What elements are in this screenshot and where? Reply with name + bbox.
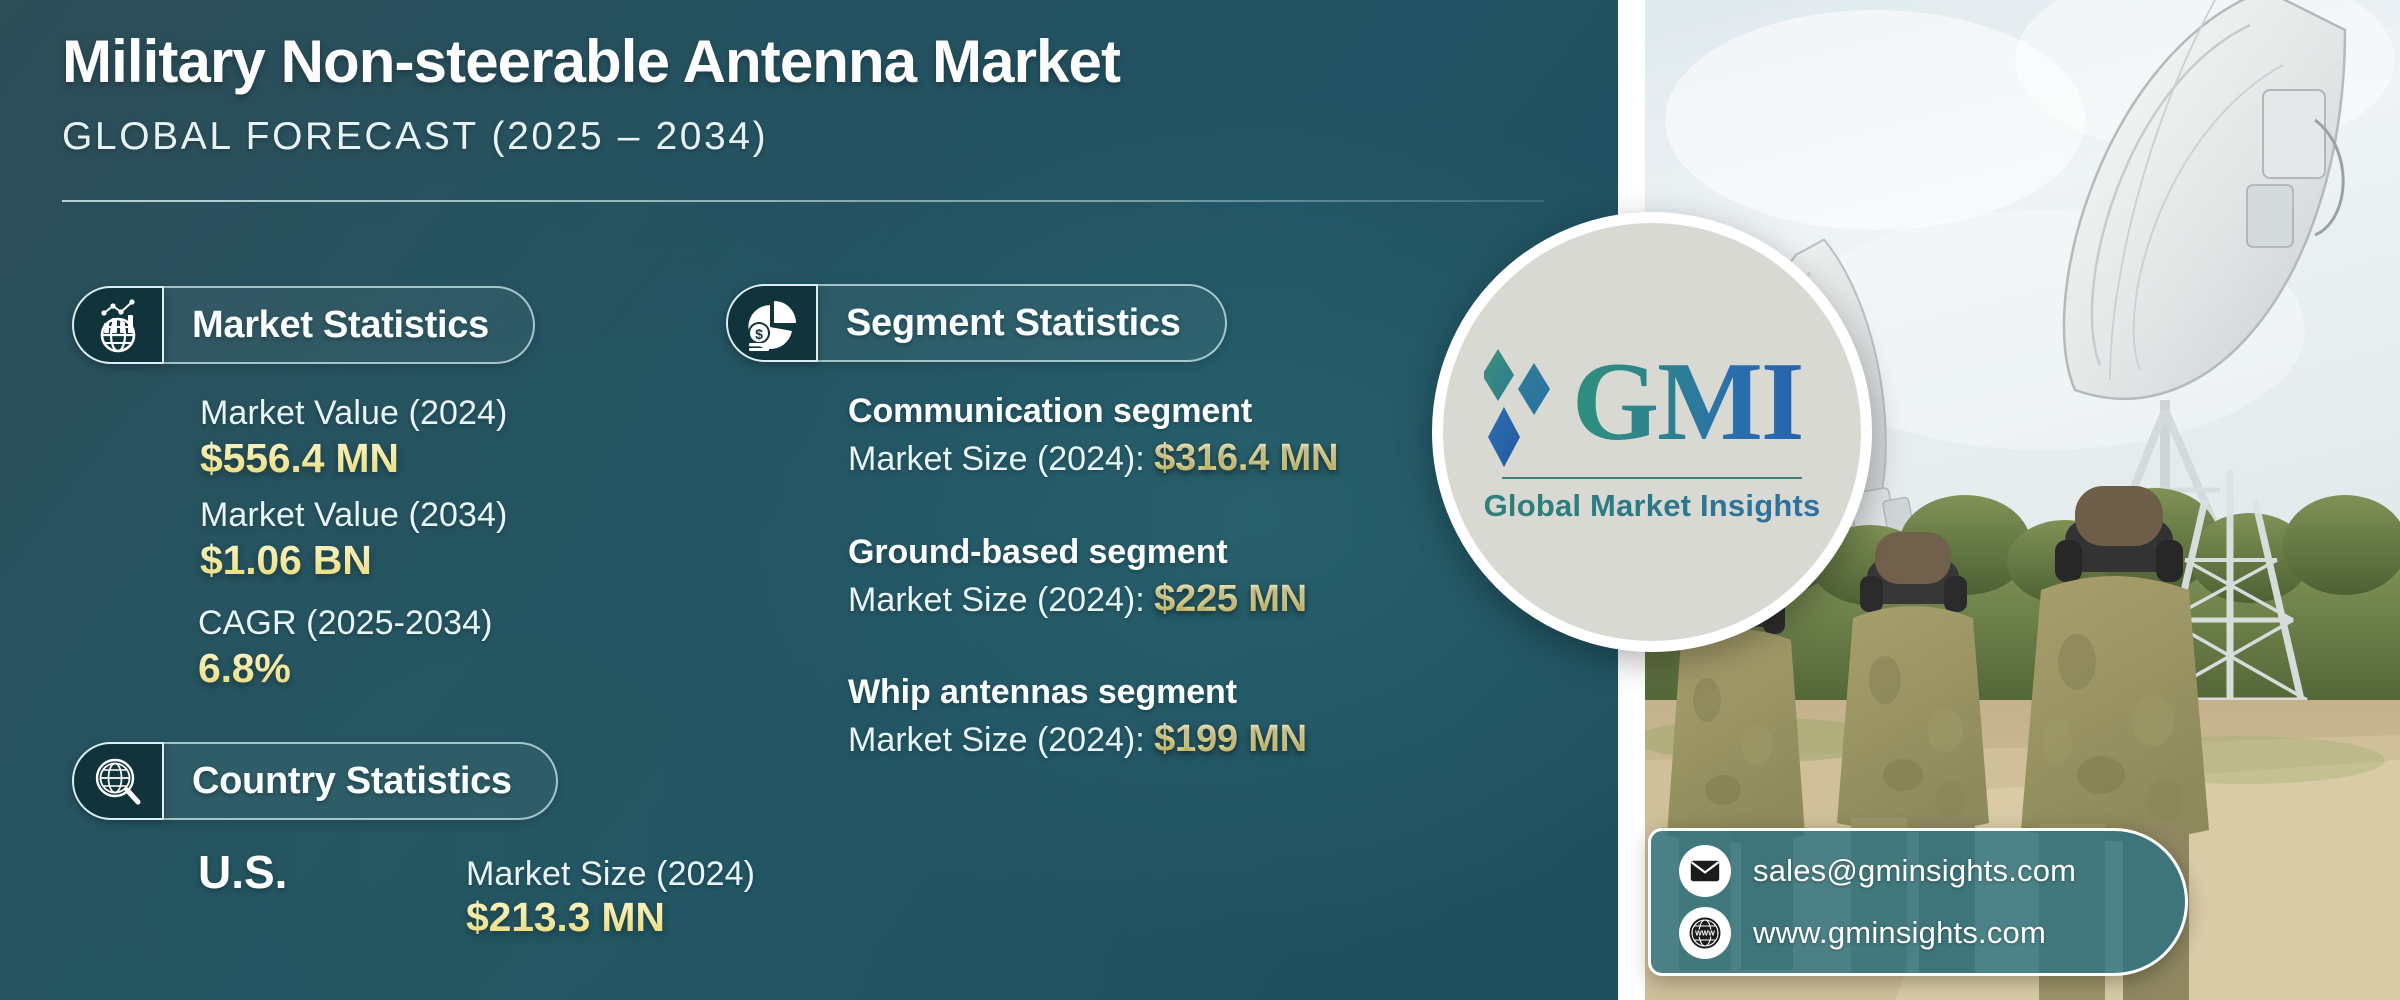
contact-website-text: www.gminsights.com <box>1753 915 2047 950</box>
segment-metric-label: Market Size (2024): <box>848 581 1155 619</box>
gmi-logo-tagline: Global Market Insights <box>1483 487 1821 523</box>
www-globe-icon: WWW <box>1679 907 1731 959</box>
segment-metric-value: $316.4 MN <box>1154 437 1339 479</box>
cagr-group: CAGR (2025-2034) 6.8% <box>198 604 493 692</box>
svg-text:WWW: WWW <box>1695 931 1715 938</box>
country-market-size-label: Market Size (2024) <box>466 855 756 893</box>
segment-name: Ground-based segment <box>848 533 1228 571</box>
market-value-2034-label: Market Value (2034) <box>200 496 508 534</box>
segment-item-whip-antennas: Whip antennas segment Market Size (2024)… <box>848 673 1307 761</box>
market-statistics-pill: Market Statistics <box>162 286 535 364</box>
page-title: Military Non-steerable Antenna Market <box>62 28 1121 95</box>
country-statistics-label: Country Statistics <box>192 759 512 802</box>
market-statistics-badge[interactable]: Market Statistics <box>72 286 535 364</box>
segment-item-ground-based: Ground-based segment Market Size (2024):… <box>848 533 1307 621</box>
cagr-label: CAGR (2025-2034) <box>198 604 493 642</box>
svg-text:$: $ <box>755 326 763 342</box>
contact-email-text: sales@gminsights.com <box>1753 853 2077 888</box>
segment-statistics-pill: Segment Statistics <box>816 284 1227 362</box>
segment-statistics-badge[interactable]: $ Segment Statistics <box>726 284 1227 362</box>
market-value-2024-value: $556.4 MN <box>200 435 507 482</box>
segment-metric-row: Market Size (2024): $316.4 MN <box>848 437 1338 480</box>
globe-bar-chart-icon <box>72 286 164 364</box>
contact-email-row[interactable]: sales@gminsights.com <box>1679 845 2185 897</box>
segment-metric-row: Market Size (2024): $199 MN <box>848 718 1307 761</box>
gmi-logo-divider <box>1502 476 1802 479</box>
country-market-size-group: Market Size (2024) $213.3 MN <box>466 855 755 941</box>
gmi-logo-inner: GMI Global Market Insights <box>1484 341 1820 524</box>
segment-metric-label: Market Size (2024): <box>848 440 1155 478</box>
segment-item-communication: Communication segment Market Size (2024)… <box>848 392 1338 480</box>
country-statistics-pill: Country Statistics <box>162 742 558 820</box>
country-statistics-badge[interactable]: Country Statistics <box>72 742 558 820</box>
gmi-wordmark: GMI <box>1572 351 1804 463</box>
title-divider <box>62 200 1544 202</box>
gmi-logo: GMI Global Market Insights <box>1432 212 1872 652</box>
market-value-2024-label: Market Value (2024) <box>200 394 508 432</box>
segment-name: Communication segment <box>848 392 1253 430</box>
segment-statistics-label: Segment Statistics <box>846 301 1181 344</box>
segment-metric-row: Market Size (2024): $225 MN <box>848 578 1307 621</box>
svg-text:GMI: GMI <box>1572 351 1802 463</box>
segment-metric-value: $199 MN <box>1154 718 1307 760</box>
segment-metric-label: Market Size (2024): <box>848 721 1155 759</box>
left-content-panel <box>0 0 1618 1000</box>
gmi-diamonds-icon <box>1484 348 1550 467</box>
market-value-2034-value: $1.06 BN <box>200 537 507 584</box>
globe-magnifier-icon <box>72 742 164 820</box>
market-value-2024-group: Market Value (2024) $556.4 MN <box>200 394 507 482</box>
market-value-2034-group: Market Value (2034) $1.06 BN <box>200 496 507 584</box>
country-market-size-value: $213.3 MN <box>466 894 755 941</box>
pie-chart-dollar-icon: $ <box>726 284 818 362</box>
contact-website-row[interactable]: WWW www.gminsights.com <box>1679 907 2185 959</box>
envelope-icon <box>1679 845 1731 897</box>
contact-pill: sales@gminsights.com WWW www.gmin <box>1648 828 2188 976</box>
country-name: U.S. <box>198 846 288 898</box>
cagr-value: 6.8% <box>198 645 493 692</box>
market-statistics-label: Market Statistics <box>192 303 489 346</box>
gmi-logo-mark-row: GMI <box>1484 341 1820 473</box>
page-subtitle: GLOBAL FORECAST (2025 – 2034) <box>62 115 769 158</box>
segment-metric-value: $225 MN <box>1154 578 1307 620</box>
segment-name: Whip antennas segment <box>848 673 1237 711</box>
title-block: Military Non-steerable Antenna Market GL… <box>62 30 1562 159</box>
